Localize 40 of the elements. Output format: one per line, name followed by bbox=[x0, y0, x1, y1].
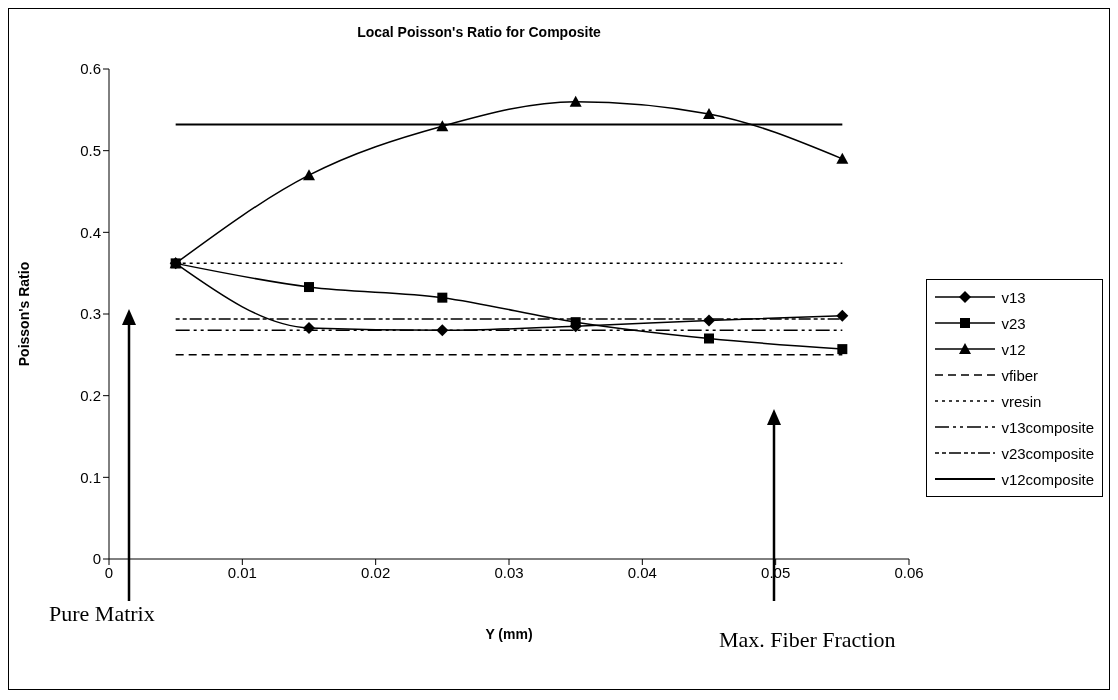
point bbox=[569, 95, 582, 107]
point bbox=[436, 120, 449, 132]
point bbox=[570, 317, 581, 328]
legend-label: vresin bbox=[1001, 392, 1042, 410]
chart-title: Local Poisson's Ratio for Composite bbox=[357, 24, 602, 40]
point bbox=[703, 314, 715, 327]
legend-label: vfiber bbox=[1001, 366, 1039, 384]
y-tick-label: 0.2 bbox=[80, 386, 101, 404]
legend-label: v23composite bbox=[1001, 444, 1094, 462]
x-tick-label: 0 bbox=[104, 563, 114, 581]
legend-label: v13 bbox=[1001, 288, 1026, 306]
legend-label: v23 bbox=[1001, 314, 1026, 332]
point bbox=[836, 152, 849, 164]
point bbox=[836, 309, 849, 322]
legend-label: v13composite bbox=[1001, 418, 1094, 436]
x-tick-label: 0.01 bbox=[227, 563, 257, 581]
x-axis-title: Y (mm) bbox=[485, 626, 533, 642]
x-tick-label: 0.06 bbox=[894, 563, 924, 581]
y-tick-label: 0.4 bbox=[80, 223, 101, 241]
y-tick-label: 0.3 bbox=[80, 305, 101, 323]
point bbox=[303, 169, 315, 181]
text: Pure Matrix bbox=[49, 601, 155, 626]
point bbox=[837, 344, 848, 355]
y-tick-label: 0 bbox=[92, 550, 101, 568]
y-axis-title: Poisson's Ratio bbox=[15, 261, 32, 367]
point bbox=[703, 107, 715, 119]
y-tick-label: 0.5 bbox=[80, 141, 101, 159]
text: Max. Fiber Fraction bbox=[719, 627, 896, 652]
legend-label: v12composite bbox=[1001, 470, 1094, 488]
point bbox=[437, 292, 448, 303]
point bbox=[303, 321, 315, 334]
x-tick-label: 0.02 bbox=[361, 563, 391, 581]
legend-label: v12 bbox=[1001, 340, 1026, 358]
x-tick-label: 0.04 bbox=[627, 563, 657, 581]
x-tick-label: 0.03 bbox=[494, 563, 524, 581]
y-tick-label: 0.1 bbox=[80, 468, 101, 486]
y-tick-label: 0.6 bbox=[80, 60, 101, 78]
point bbox=[436, 324, 449, 337]
point bbox=[304, 282, 314, 293]
point bbox=[704, 333, 714, 344]
